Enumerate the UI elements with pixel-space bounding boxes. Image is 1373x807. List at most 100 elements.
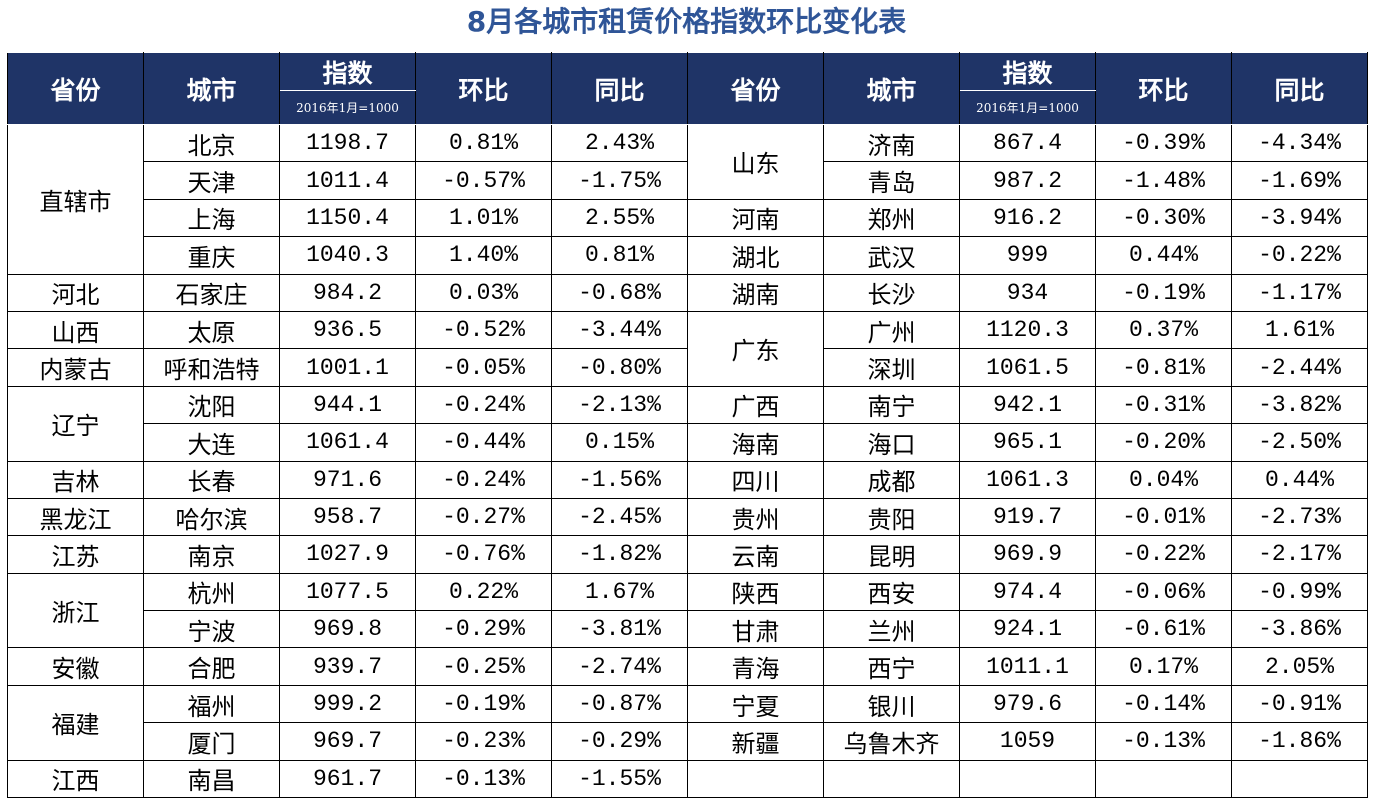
empty-cell [1095,759,1232,799]
title: 8月各城市租赁价格指数环比变化表 [466,5,907,38]
mom-change: 0.81% [415,123,552,163]
index-value: 1061.4 [279,423,416,462]
province: 河北 [7,273,144,312]
table-row: 厦门 969.7 -0.23% -0.29% 新疆 乌鲁木齐 1059 -0.13% -1.86… [8,722,1368,761]
city: 哈尔滨 [143,497,280,537]
yoy-change: -1.17% [1231,273,1368,312]
index-value: 969.9 [959,535,1096,574]
city: 厦门 [143,722,280,761]
index-value: 961.7 [279,759,416,799]
table-row: 大连 1061.4 -0.44% 0.15% 海南 海口 965.1 -0.20% -2.50% [8,423,1368,462]
empty-cell [687,759,824,799]
city: 郑州 [823,198,960,238]
index-value: 969.8 [279,610,416,649]
province: 福建 [7,684,144,761]
province: 四川 [687,460,824,499]
city: 青岛 [823,161,960,200]
city: 深圳 [823,348,960,387]
yoy-change: 0.15% [551,423,688,462]
mom-change: -0.81% [1095,348,1232,387]
province: 湖南 [687,273,824,312]
yoy-change: -0.80% [551,348,688,387]
city: 长春 [143,460,280,499]
yoy-change: 0.81% [551,236,688,275]
city: 呼和浩特 [143,348,280,387]
table-row: 内蒙古 呼和浩特 1001.1 -0.05% -0.80% 深圳 1061.5 -0.81% -… [7,348,1368,387]
index-value: 971.6 [279,460,416,499]
city: 沈阳 [143,385,280,425]
header-cell: 指数 [959,52,1096,91]
header-cell: 省份 [687,52,824,125]
province: 直辖市 [7,124,144,275]
mom-change: -0.13% [415,759,552,799]
index-value: 1027.9 [279,535,416,574]
yoy-change: -0.22% [1231,236,1368,275]
mom-change: -0.22% [1095,535,1232,574]
mom-change: -0.14% [1095,684,1232,724]
header-row: 2016年1月=1000 2016年1月=1000 [8,90,1368,125]
mom-change: -0.27% [415,497,552,537]
table-row: 上海 1150.4 1.01% 2.55% 河南 郑州 916.2 -0.30% -3.94% [8,198,1368,238]
index-value: 867.4 [959,123,1096,163]
mom-change: -0.76% [415,535,552,574]
mom-change: 0.04% [1095,460,1232,499]
province: 浙江 [7,572,144,649]
yoy-change: -1.86% [1231,722,1368,761]
city: 成都 [823,460,960,499]
table-row: 宁波 969.8 -0.29% -3.81% 甘肃 兰州 924.1 -0.61% -3.86% [8,610,1368,649]
mom-change: -0.39% [1095,123,1232,163]
province: 安徽 [7,647,144,686]
province: 新疆 [687,722,824,761]
index-value: 1011.1 [959,647,1096,686]
city: 太原 [143,310,280,350]
city: 济南 [823,123,960,163]
city: 上海 [143,198,280,238]
city: 南京 [143,535,280,574]
mom-change: -0.25% [415,647,552,686]
header-cell: 城市 [823,52,960,125]
empty-cell [959,759,1096,799]
index-value: 1040.3 [279,236,416,275]
city: 宁波 [143,610,280,649]
index-value: 1059 [959,722,1096,761]
yoy-change: -2.74% [551,647,688,686]
table-row: 江苏 南京 1027.9 -0.76% -1.82% 云南 昆明 969.9 -0.22% -2.… [7,535,1368,574]
province: 江苏 [7,535,144,574]
province: 辽宁 [7,385,144,462]
header-cell: 环比 [415,52,552,125]
yoy-change: -2.45% [551,497,688,537]
index-value: 1198.7 [279,123,416,163]
mom-change: -0.29% [415,610,552,649]
mom-change: 1.40% [415,236,552,275]
rent-index-table: 省份 城市 指数 环比 同比 省份 城市 指数 环比 同比 2016年1月=10… [7,52,1368,799]
mom-change: -0.06% [1095,572,1232,612]
mom-change: -0.52% [415,310,552,350]
city: 西安 [823,572,960,612]
index-value: 924.1 [959,610,1096,649]
mom-change: -0.19% [1095,273,1232,312]
index-value: 942.1 [959,385,1096,425]
table-row: 直辖市 北京 1198.7 0.81% 2.43% 山东 济南 867.4 -0.39% -4.3… [7,123,1368,275]
empty-cell [1231,759,1368,799]
city: 石家庄 [143,273,280,312]
yoy-change: -0.91% [1231,684,1368,724]
table-row: 福建 福州 999.2 -0.19% -0.87% 宁夏 银川 979.6 -0.14% -0.9… [7,684,1368,761]
city: 贵阳 [823,497,960,537]
yoy-change: -3.94% [1231,198,1368,238]
mom-change: -1.48% [1095,161,1232,200]
table-row: 重庆 1040.3 1.40% 0.81% 湖北 武汉 999 0.44% -0.22% [8,236,1368,275]
province: 广东 [687,310,824,387]
table-row: 河北 石家庄 984.2 0.03% -0.68% 湖南 长沙 934 -0.19% -1.17% [7,273,1368,312]
yoy-change: -0.99% [1231,572,1368,612]
yoy-change: -0.68% [551,273,688,312]
header-cell: 环比 [1095,52,1232,125]
mom-change: 0.22% [415,572,552,612]
yoy-change: -3.81% [551,610,688,649]
yoy-change: -2.17% [1231,535,1368,574]
yoy-change: 2.05% [1231,647,1368,686]
yoy-change: -2.73% [1231,497,1368,537]
city: 兰州 [823,610,960,649]
mom-change: -0.44% [415,423,552,462]
table-row: 黑龙江 哈尔滨 958.7 -0.27% -2.45% 贵州 贵阳 919.7 -0.01% -2… [7,497,1368,537]
